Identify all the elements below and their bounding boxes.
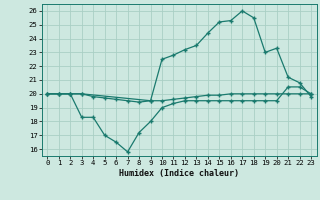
X-axis label: Humidex (Indice chaleur): Humidex (Indice chaleur) (119, 169, 239, 178)
